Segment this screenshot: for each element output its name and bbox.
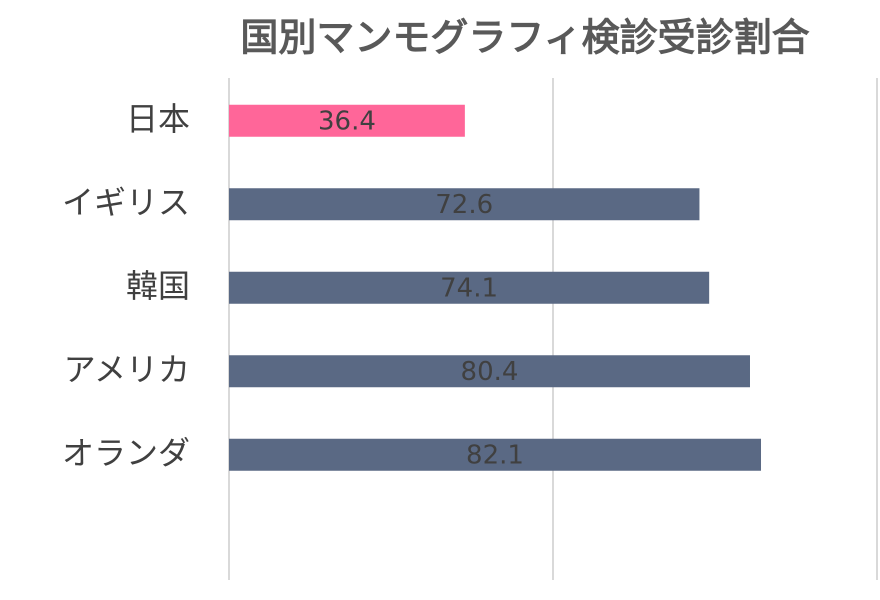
chart-title: 国別マンモグラフィ検診受診割合 <box>240 16 809 60</box>
value-label: 82.1 <box>466 440 524 470</box>
bar <box>229 438 762 471</box>
bar <box>229 355 750 388</box>
value-label: 80.4 <box>461 357 519 387</box>
bar <box>229 271 710 304</box>
bar <box>229 104 465 137</box>
value-label: 36.4 <box>318 106 376 136</box>
value-label: 74.1 <box>440 273 498 303</box>
y-tick-label: アメリカ <box>64 350 190 388</box>
y-tick-label: オランダ <box>62 434 190 472</box>
y-tick-label: イギリス <box>62 183 190 221</box>
y-tick-label: 日本 <box>126 100 190 138</box>
y-tick-label: 韓国 <box>126 267 190 305</box>
value-label: 72.6 <box>435 190 493 220</box>
bar <box>229 188 700 221</box>
